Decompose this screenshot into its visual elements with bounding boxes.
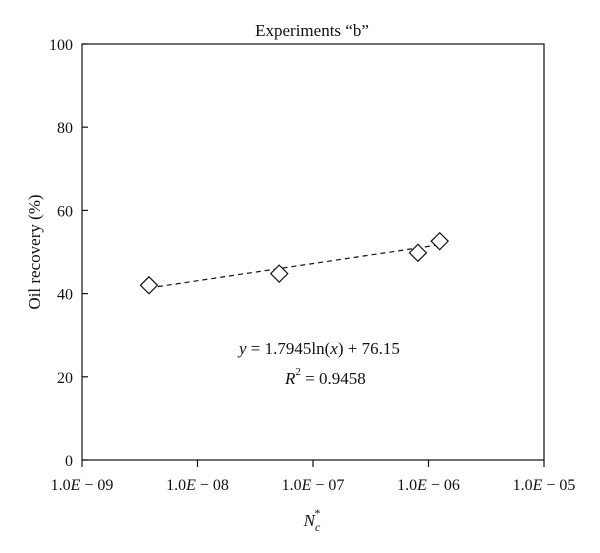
equation-y: y (237, 339, 247, 358)
chart-title: Experiments “b” (255, 21, 369, 40)
trendline (148, 244, 440, 289)
data-points (139, 231, 450, 295)
data-point (269, 264, 289, 283)
r2-rest: = 0.9458 (301, 369, 366, 388)
data-point (430, 231, 450, 251)
r2-sup: 2 (295, 366, 301, 378)
x-tick-label: 1.0E − 09 (51, 477, 114, 494)
plot-area (81, 43, 545, 461)
data-point (408, 243, 428, 263)
x-tick-label: 1.0E − 07 (282, 477, 345, 494)
y-axis: 0 20 40 60 80 100 (49, 37, 88, 470)
equation-rest: ) + 76.15 (338, 339, 400, 358)
x-axis-label: Nc* (303, 506, 321, 534)
x-tick-label: 1.0E − 05 (513, 477, 576, 494)
x-axis-label-base: N (303, 511, 317, 530)
r-squared-annotation: R2 = 0.9458 (284, 366, 366, 388)
y-axis-label: Oil recovery (%) (25, 194, 44, 309)
x-axis-label-sup: * (314, 506, 320, 520)
x-tick-label: 1.0E − 06 (397, 477, 460, 494)
equation-middle: = 1.7945ln( (247, 339, 331, 358)
x-axis: 1.0E − 09 1.0E − 08 1.0E − 07 1.0E − 06 1.0E… (51, 460, 576, 494)
y-tick-label: 60 (57, 203, 73, 220)
equation-annotation: y = 1.7945ln(x) + 76.15 (237, 339, 400, 358)
data-point (139, 275, 159, 295)
x-tick-label: 1.0E − 08 (166, 477, 229, 494)
y-tick-label: 20 (57, 370, 73, 387)
r2-r: R (284, 369, 296, 388)
equation-x: x (329, 339, 338, 358)
x-axis-label-sub: c (315, 520, 321, 534)
y-tick-label: 80 (57, 120, 73, 137)
y-tick-label: 40 (57, 287, 73, 304)
y-tick-label: 0 (65, 453, 73, 470)
y-tick-label: 100 (49, 37, 73, 54)
